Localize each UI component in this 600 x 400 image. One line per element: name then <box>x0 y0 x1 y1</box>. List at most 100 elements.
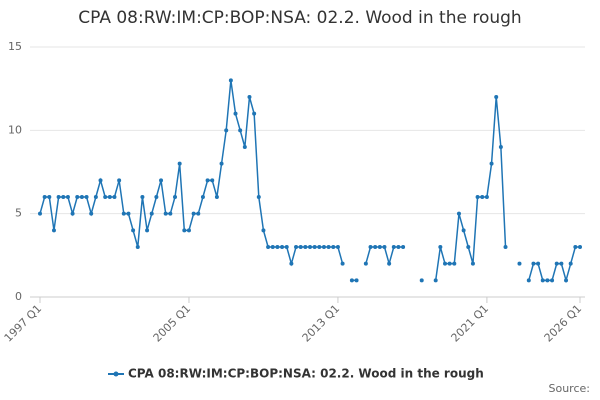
point <box>84 195 89 199</box>
point <box>466 245 471 249</box>
line <box>39 80 344 267</box>
point <box>349 278 354 283</box>
point <box>121 211 126 216</box>
x-tick-label: 2013 Q1 <box>300 302 343 345</box>
point <box>168 211 173 216</box>
point <box>154 195 159 199</box>
y-tick-label: 10 <box>8 123 22 136</box>
point <box>191 211 196 216</box>
point <box>238 128 243 133</box>
point <box>382 245 387 249</box>
point <box>93 195 98 199</box>
point <box>75 195 80 199</box>
point <box>536 261 541 266</box>
point <box>503 245 508 249</box>
chart-title: CPA 08:RW:IM:CP:BOP:NSA: 02.2. Wood in t… <box>78 8 521 28</box>
point <box>484 195 489 199</box>
x-tick-label: 2021 Q1 <box>449 302 492 345</box>
point <box>182 228 187 233</box>
point <box>298 245 303 249</box>
point <box>391 245 396 249</box>
legend-label: CPA 08:RW:IM:CP:BOP:NSA: 02.2. Wood in t… <box>128 367 484 381</box>
point <box>573 245 578 249</box>
y-tick-label: 5 <box>15 207 22 220</box>
point <box>173 195 177 199</box>
point <box>396 245 401 249</box>
point <box>196 211 201 216</box>
point <box>526 278 531 283</box>
point <box>387 261 392 266</box>
point <box>289 261 294 266</box>
point <box>456 211 461 216</box>
line <box>365 246 404 267</box>
point <box>177 161 182 166</box>
point <box>47 195 52 199</box>
point <box>554 261 559 266</box>
point <box>42 195 47 199</box>
point <box>89 211 94 216</box>
y-tick-label: 0 <box>15 290 22 303</box>
point <box>261 228 266 233</box>
point <box>312 245 317 249</box>
point <box>401 245 406 249</box>
line <box>434 96 507 281</box>
x-tick-label: 2026 Q1 <box>542 302 585 345</box>
point <box>294 245 299 249</box>
point <box>578 245 582 249</box>
point <box>228 78 233 83</box>
point <box>550 278 555 283</box>
point <box>373 245 378 249</box>
point <box>545 278 550 283</box>
point <box>540 278 545 283</box>
point <box>419 278 424 283</box>
point <box>200 195 205 199</box>
point <box>470 261 475 266</box>
point <box>112 195 117 199</box>
point <box>140 195 145 199</box>
point <box>149 211 154 216</box>
point <box>51 228 56 233</box>
point <box>38 211 42 216</box>
point <box>461 228 466 233</box>
point <box>326 245 331 249</box>
point <box>480 195 485 199</box>
point <box>363 261 368 266</box>
point <box>433 278 438 283</box>
point <box>317 245 322 249</box>
point <box>531 261 536 266</box>
point <box>303 245 308 249</box>
point <box>340 261 345 266</box>
point <box>70 211 75 216</box>
x-tick-label: 2005 Q1 <box>151 302 194 345</box>
point <box>145 228 150 233</box>
point <box>126 211 131 216</box>
point <box>354 278 359 283</box>
point <box>98 178 103 183</box>
point <box>331 245 336 249</box>
point <box>56 195 61 199</box>
point <box>103 195 108 199</box>
x-tick-label: 1997 Q1 <box>2 302 45 345</box>
point <box>475 195 480 199</box>
point <box>256 195 261 199</box>
point <box>205 178 210 183</box>
point <box>438 245 443 249</box>
point <box>498 145 503 149</box>
point <box>214 195 219 199</box>
point <box>368 245 373 249</box>
point <box>270 245 275 249</box>
point <box>452 261 457 266</box>
point <box>443 261 447 266</box>
point <box>564 278 569 283</box>
point <box>559 261 564 266</box>
point <box>186 228 191 233</box>
point <box>65 195 70 199</box>
source: Source: <box>549 382 591 395</box>
point <box>252 111 257 116</box>
point <box>489 161 494 166</box>
point <box>275 245 280 249</box>
point <box>568 261 573 266</box>
point <box>377 245 382 249</box>
point <box>242 145 247 149</box>
point <box>280 245 285 249</box>
